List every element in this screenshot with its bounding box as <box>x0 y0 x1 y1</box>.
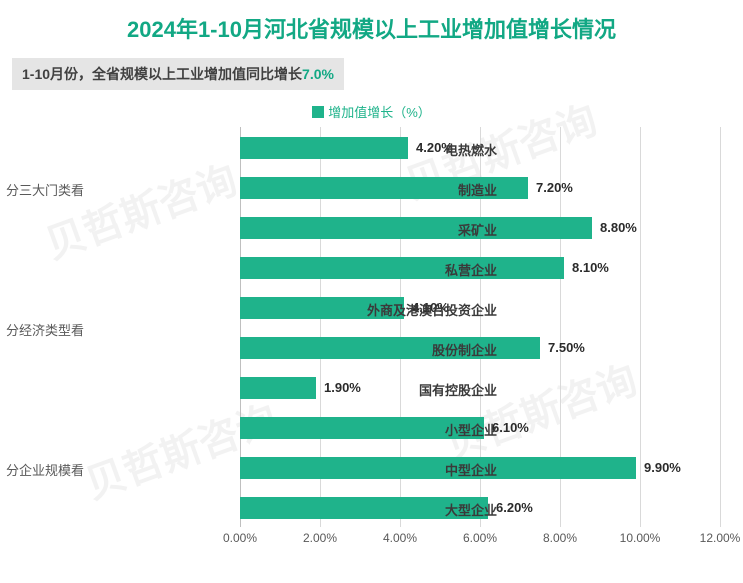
group-label: 分经济类型看 <box>6 320 94 339</box>
bar <box>240 217 592 239</box>
x-tick-label: 8.00% <box>543 531 577 545</box>
x-tick-label: 10.00% <box>620 531 661 545</box>
gridline <box>640 127 641 527</box>
group-label: 分三大门类看 <box>6 180 94 199</box>
subtitle-box: 1-10月份，全省规模以上工业增加值同比增长7.0% <box>12 58 344 90</box>
x-tick-label: 6.00% <box>463 531 497 545</box>
x-tick-label: 2.00% <box>303 531 337 545</box>
bar-category-label: 小型企业 <box>445 420 497 439</box>
legend-swatch <box>312 106 324 118</box>
group-label: 分企业规模看 <box>6 460 94 479</box>
bar <box>240 257 564 279</box>
chart-area: 0.00%2.00%4.00%6.00%8.00%10.00%12.00%4.2… <box>0 127 743 567</box>
subtitle-highlight: 7.0% <box>302 66 334 82</box>
bar-value-label: 6.20% <box>496 500 533 515</box>
chart-title: 2024年1-10月河北省规模以上工业增加值增长情况 <box>0 0 743 44</box>
bar <box>240 377 316 399</box>
subtitle-prefix: 1-10月份，全省规模以上工业增加值同比增长 <box>22 66 302 82</box>
bar-category-label: 中型企业 <box>445 460 497 479</box>
bar-category-label: 采矿业 <box>458 220 497 239</box>
bar-value-label: 1.90% <box>324 380 361 395</box>
legend: 增加值增长（%） <box>0 102 743 121</box>
bar-category-label: 电热燃水 <box>445 140 497 159</box>
bar-category-label: 制造业 <box>458 180 497 199</box>
bar-value-label: 9.90% <box>644 460 681 475</box>
bar-value-label: 8.80% <box>600 220 637 235</box>
bar-category-label: 私营企业 <box>445 260 497 279</box>
x-tick-label: 4.00% <box>383 531 417 545</box>
legend-label: 增加值增长（%） <box>328 105 431 120</box>
x-tick-label: 0.00% <box>223 531 257 545</box>
bar-value-label: 6.10% <box>492 420 529 435</box>
bar-value-label: 7.20% <box>536 180 573 195</box>
bar-category-label: 大型企业 <box>445 500 497 519</box>
bar-value-label: 7.50% <box>548 340 585 355</box>
bar-value-label: 8.10% <box>572 260 609 275</box>
bar <box>240 137 408 159</box>
bar-category-label: 股份制企业 <box>432 340 497 359</box>
bar-category-label: 外商及港澳台投资企业 <box>367 300 497 319</box>
x-tick-label: 12.00% <box>700 531 741 545</box>
gridline <box>720 127 721 527</box>
bar-category-label: 国有控股企业 <box>419 380 497 399</box>
bar <box>240 457 636 479</box>
